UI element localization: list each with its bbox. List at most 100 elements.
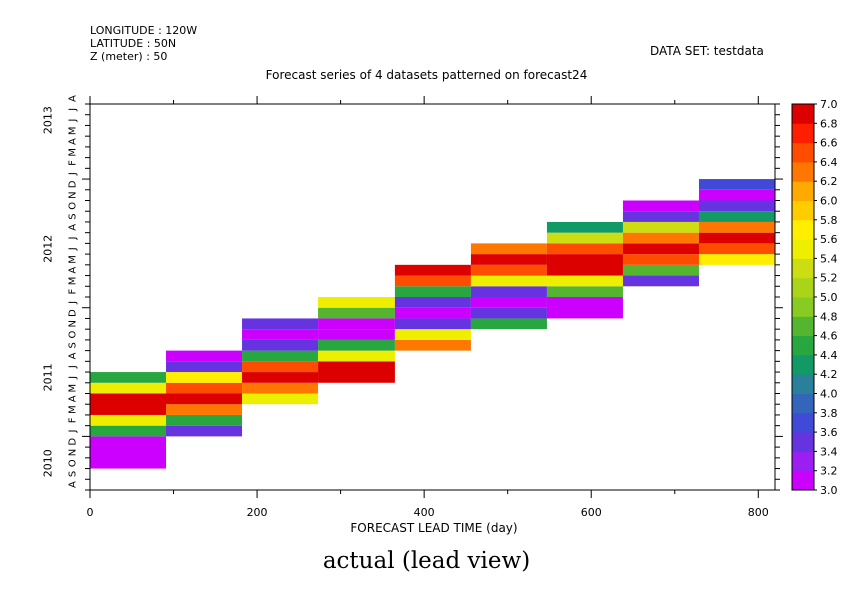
heatmap-cell-1-3 bbox=[166, 393, 243, 405]
heatmap-cell-6-4 bbox=[546, 243, 623, 255]
heatmap-cell-4-0 bbox=[394, 339, 471, 351]
heatmap-cell-0-1 bbox=[90, 425, 167, 437]
x-axis-label: FORECAST LEAD TIME (day) bbox=[350, 521, 517, 535]
heatmap-cell-4-6 bbox=[394, 275, 471, 287]
heatmap-cell-0-3 bbox=[90, 393, 167, 415]
colorbar-label-2: 3.4 bbox=[820, 445, 838, 458]
colorbar-label-20: 7.0 bbox=[820, 98, 838, 111]
y-month-label-14: O bbox=[68, 330, 79, 338]
heatmap-cell-4-1 bbox=[394, 329, 471, 340]
colorbar-swatch-14 bbox=[792, 200, 814, 221]
y-month-label-28: D bbox=[68, 180, 79, 188]
colorbar-label-5: 4.0 bbox=[820, 388, 838, 401]
colorbar-swatch-9 bbox=[792, 297, 814, 317]
heatmap-cell-8-5 bbox=[698, 200, 775, 212]
heatmap-cell-3-5 bbox=[318, 307, 395, 319]
heatmap-cell-6-2 bbox=[546, 275, 623, 287]
heatmap-cell-2-3 bbox=[242, 361, 319, 373]
heatmap-cell-4-2 bbox=[394, 318, 471, 330]
heatmap-cell-0-0 bbox=[90, 436, 167, 469]
y-month-label-4: D bbox=[68, 438, 79, 446]
colorbar-swatch-8 bbox=[792, 316, 814, 337]
heatmap-cell-8-1 bbox=[698, 243, 775, 255]
y-month-label-23: J bbox=[68, 237, 79, 241]
heatmap-cell-5-4 bbox=[470, 275, 547, 287]
heatmap-cell-7-0 bbox=[622, 275, 699, 287]
y-month-label-11: J bbox=[68, 365, 79, 369]
x-tick-label-3: 600 bbox=[581, 506, 602, 519]
colorbar-label-3: 3.6 bbox=[820, 426, 838, 439]
colorbar-label-19: 6.8 bbox=[820, 117, 838, 130]
y-year-label-3: 2013 bbox=[42, 106, 55, 134]
heatmap-cell-6-5 bbox=[546, 232, 623, 244]
heatmap-cell-8-7 bbox=[698, 179, 775, 190]
heatmap-cell-3-1 bbox=[318, 350, 395, 362]
heatmap-cell-6-6 bbox=[546, 221, 623, 233]
colorbar-label-14: 5.8 bbox=[820, 214, 838, 227]
heatmap-cell-5-5 bbox=[470, 264, 547, 276]
y-month-label-6: F bbox=[68, 417, 79, 423]
heatmap-cell-2-5 bbox=[242, 339, 319, 351]
colorbar-swatch-1 bbox=[792, 451, 814, 472]
heatmap-cell-0-5 bbox=[90, 372, 167, 383]
colorbar-label-8: 4.6 bbox=[820, 330, 838, 343]
heatmap-cell-3-6 bbox=[318, 297, 395, 308]
heatmap-cell-1-1 bbox=[166, 414, 243, 426]
colorbar-swatch-10 bbox=[792, 277, 814, 298]
heatmap-cell-3-0 bbox=[318, 361, 395, 383]
heatmap-cell-1-0 bbox=[166, 425, 243, 437]
z-level-label: Z (meter) : 50 bbox=[90, 50, 168, 63]
y-month-label-26: O bbox=[68, 202, 79, 210]
heatmap-cell-3-3 bbox=[318, 329, 395, 340]
y-month-label-25: S bbox=[68, 213, 79, 219]
x-tick-label-1: 200 bbox=[247, 506, 268, 519]
y-month-label-30: F bbox=[68, 160, 79, 166]
heatmap-cell-7-2 bbox=[622, 254, 699, 265]
dataset-label: DATA SET: testdata bbox=[650, 44, 764, 58]
heatmap-cell-1-6 bbox=[166, 361, 243, 373]
axis-ticks: 0 200 400 600 800ASONDJFMAMJJASONDJFMAMJJASO… bbox=[42, 95, 783, 519]
colorbar-swatch-0 bbox=[792, 470, 814, 491]
heatmap-cell-5-0 bbox=[470, 318, 547, 330]
heatmap-cell-2-1 bbox=[242, 382, 319, 394]
heatmap-cell-7-5 bbox=[622, 221, 699, 233]
heatmap-cell-7-4 bbox=[622, 232, 699, 244]
heatmap-cell-2-7 bbox=[242, 318, 319, 330]
heatmap-cell-5-7 bbox=[470, 243, 547, 255]
y-year-label-1: 2011 bbox=[42, 363, 55, 391]
colorbar-swatch-15 bbox=[792, 181, 814, 201]
colorbar-swatch-6 bbox=[792, 354, 814, 375]
y-month-label-12: A bbox=[68, 352, 79, 359]
y-month-label-9: M bbox=[68, 384, 79, 393]
colorbar-swatch-13 bbox=[792, 219, 814, 240]
colorbar-swatch-3 bbox=[792, 412, 814, 433]
caption-title: actual (lead view) bbox=[322, 548, 531, 574]
heatmap-cell-5-3 bbox=[470, 286, 547, 297]
y-month-label-19: M bbox=[68, 277, 79, 286]
colorbar-label-10: 5.0 bbox=[820, 291, 838, 304]
colorbar-label-6: 4.2 bbox=[820, 368, 838, 381]
y-month-label-13: S bbox=[68, 342, 79, 348]
colorbar-label-9: 4.8 bbox=[820, 310, 838, 323]
colorbar-swatch-2 bbox=[792, 432, 814, 452]
heatmap-cell-5-2 bbox=[470, 297, 547, 308]
y-month-label-5: J bbox=[68, 430, 79, 434]
heatmap-cell-2-6 bbox=[242, 329, 319, 340]
y-month-label-34: J bbox=[68, 119, 79, 123]
heatmap-cells bbox=[90, 179, 775, 469]
heatmap-cell-6-3 bbox=[546, 254, 623, 276]
y-month-label-17: J bbox=[68, 301, 79, 305]
colorbar-label-11: 5.2 bbox=[820, 272, 838, 285]
colorbar-swatch-11 bbox=[792, 258, 814, 279]
colorbar-swatch-17 bbox=[792, 142, 814, 163]
colorbar-swatch-12 bbox=[792, 239, 814, 259]
heatmap-cell-8-3 bbox=[698, 221, 775, 233]
y-month-label-35: J bbox=[68, 108, 79, 112]
colorbar-swatch-19 bbox=[792, 104, 814, 124]
y-month-label-24: A bbox=[68, 224, 79, 231]
y-month-label-29: J bbox=[68, 172, 79, 176]
y-month-label-18: F bbox=[68, 289, 79, 295]
heatmap-cell-4-3 bbox=[394, 307, 471, 319]
colorbar-label-1: 3.2 bbox=[820, 465, 838, 478]
